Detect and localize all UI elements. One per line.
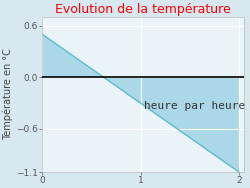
Y-axis label: Température en °C: Température en °C <box>3 49 13 140</box>
Title: Evolution de la température: Evolution de la température <box>55 3 231 16</box>
Text: heure par heure: heure par heure <box>144 101 245 111</box>
